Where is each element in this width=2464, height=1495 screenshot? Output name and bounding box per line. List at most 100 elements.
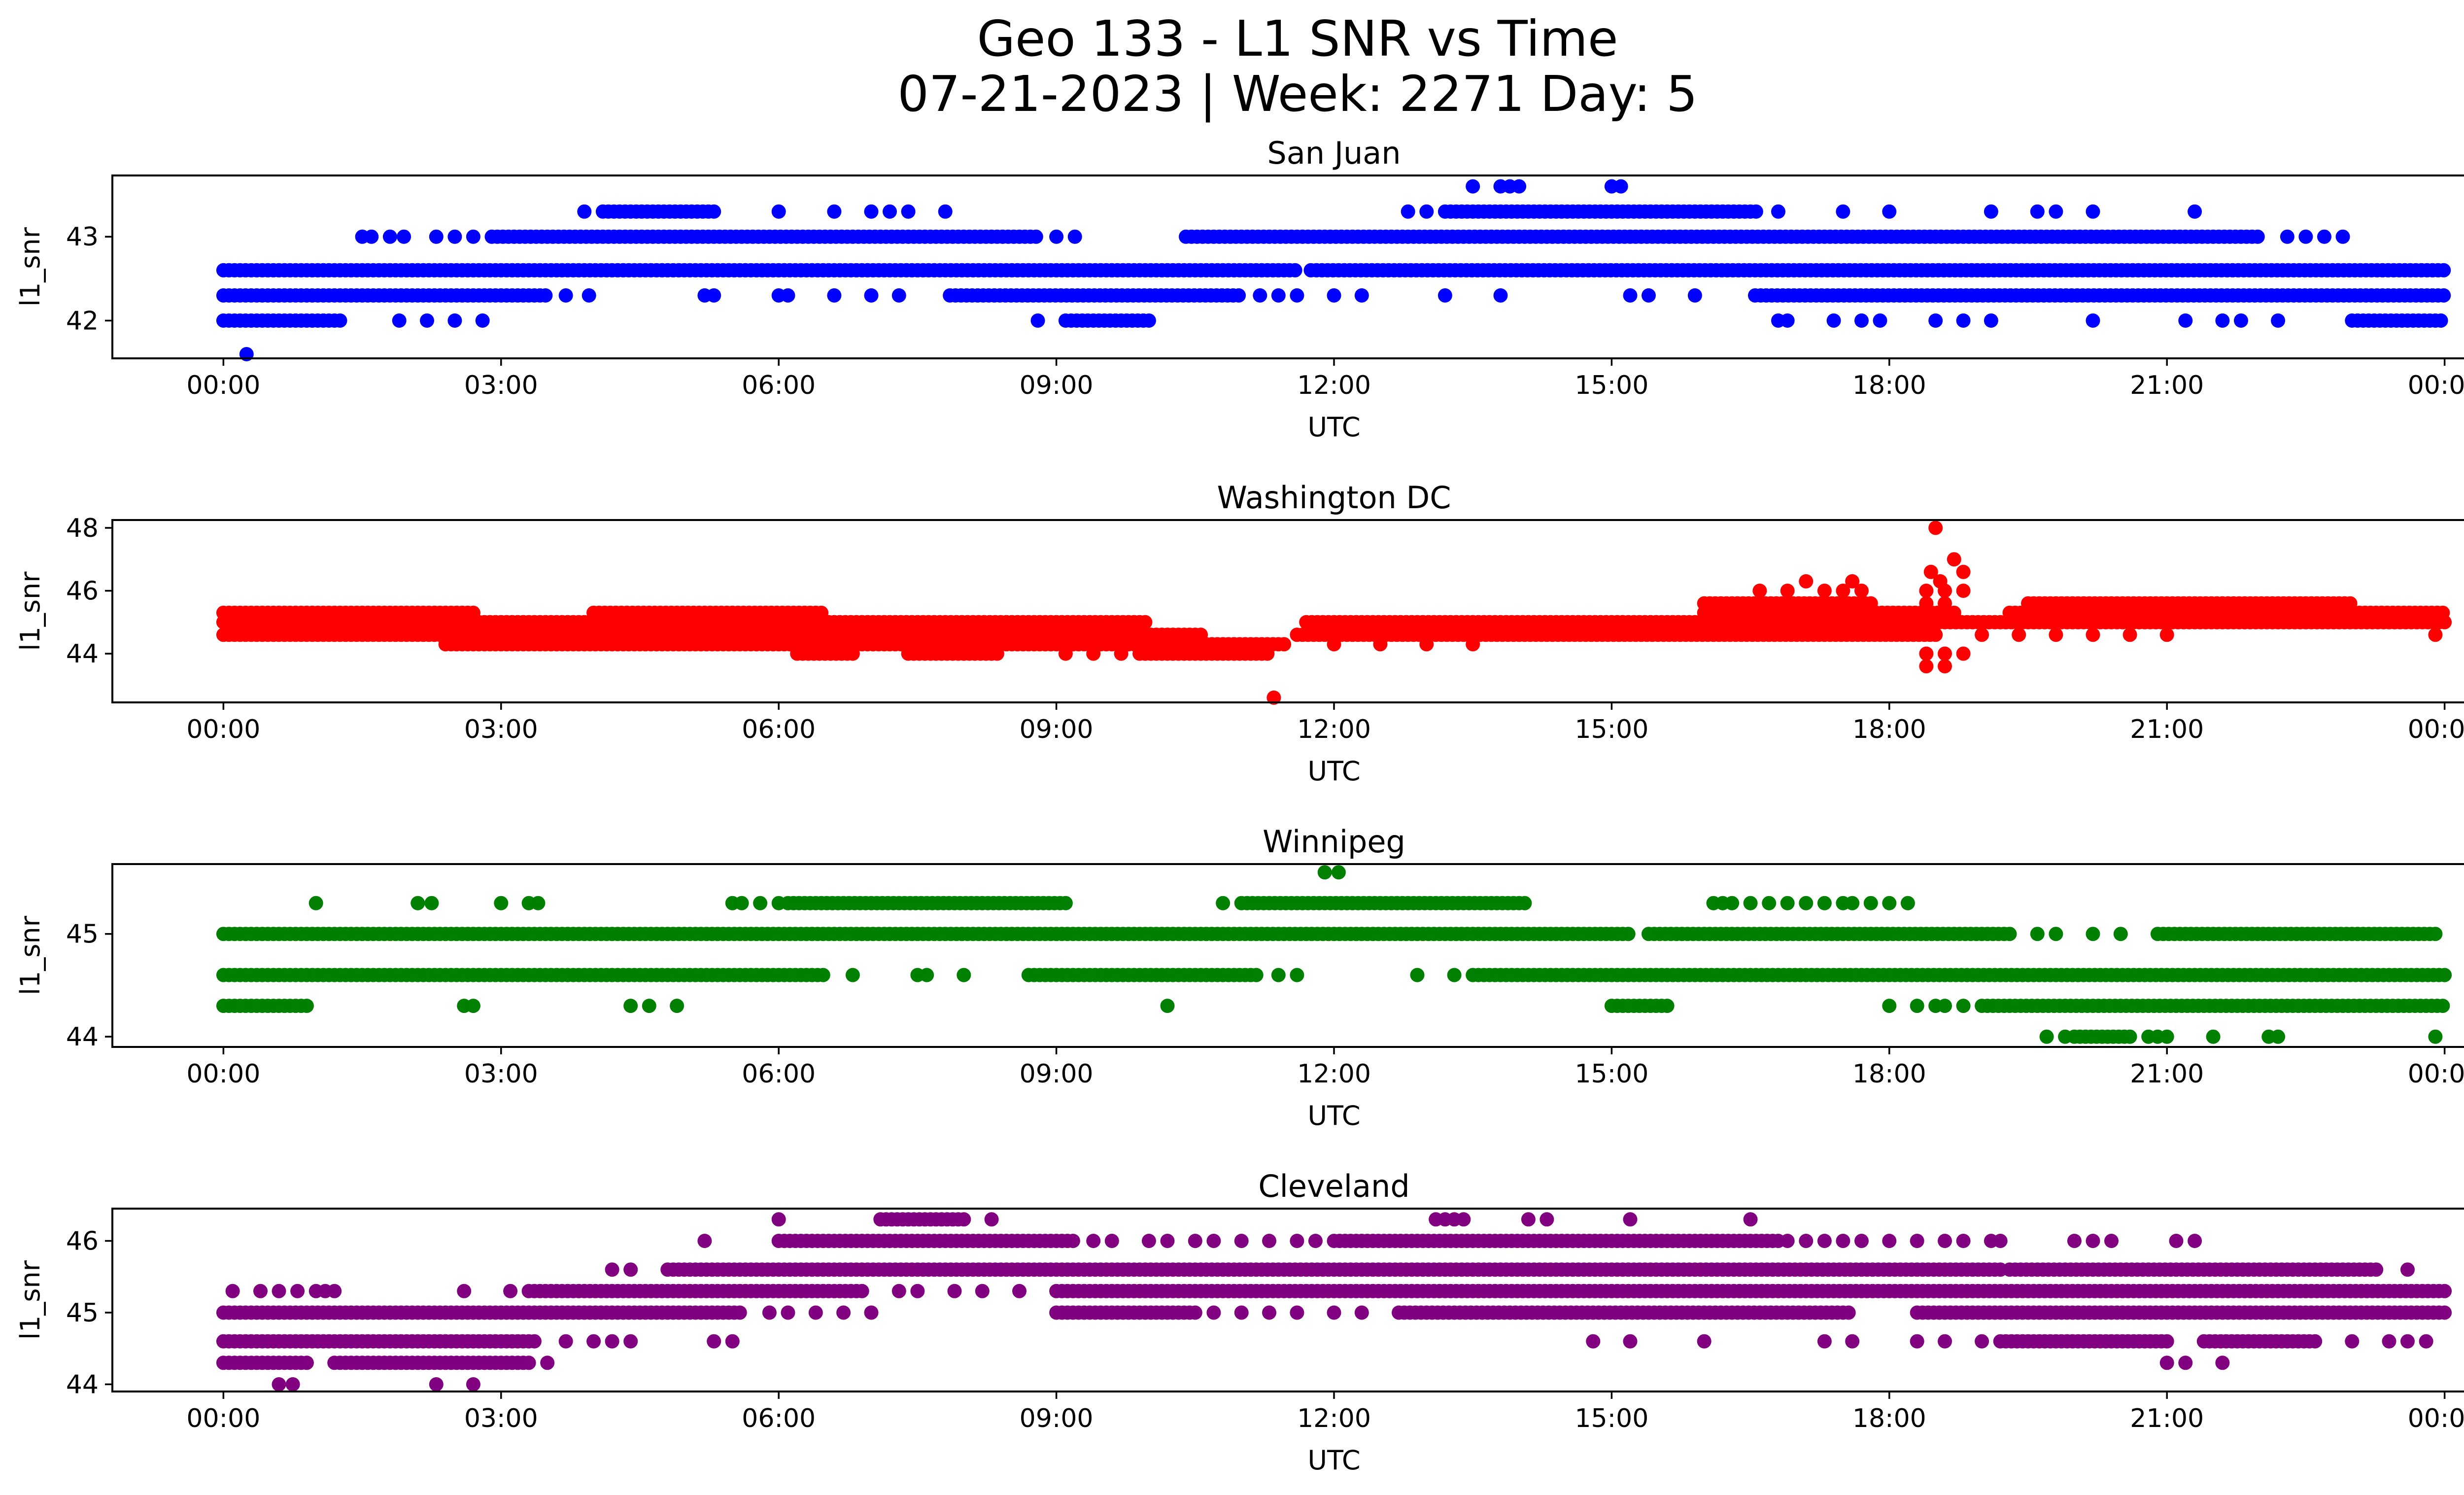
x-tick-label: 00:00 <box>186 371 260 400</box>
data-point <box>1923 564 1938 579</box>
data-point <box>2122 1029 2137 1044</box>
data-point <box>1938 1334 1952 1349</box>
data-point <box>1586 1334 1601 1349</box>
data-point <box>457 1284 472 1298</box>
data-point <box>2086 1234 2100 1248</box>
data-point <box>1956 646 1971 661</box>
series-washington-dc <box>216 521 2452 705</box>
data-point <box>2382 1334 2396 1349</box>
data-point <box>2335 229 2350 244</box>
x-tick-label: 12:00 <box>1297 371 1371 400</box>
subplot-title: San Juan <box>1267 135 1401 171</box>
data-point <box>1854 313 1869 328</box>
data-point <box>1799 574 1814 589</box>
data-point <box>327 1284 342 1298</box>
data-point <box>1826 313 1841 328</box>
data-point <box>1456 1212 1471 1227</box>
data-point <box>1938 1234 1952 1248</box>
data-point <box>1493 288 1508 303</box>
data-point <box>1266 690 1281 705</box>
data-point <box>1086 1234 1101 1248</box>
data-point <box>2012 627 2026 642</box>
data-point <box>845 968 860 982</box>
data-point <box>2039 1029 2054 1044</box>
data-point <box>1232 288 1246 303</box>
data-point <box>1975 1334 1989 1349</box>
data-point <box>429 1377 444 1391</box>
data-point <box>308 896 323 910</box>
x-tick-label: 15:00 <box>1574 715 1648 744</box>
data-point <box>1437 288 1452 303</box>
x-tick-label: 06:00 <box>742 1404 816 1433</box>
data-point <box>2002 927 2017 941</box>
y-tick-label: 46 <box>66 577 99 606</box>
data-point <box>1919 596 1934 611</box>
data-point <box>447 313 462 328</box>
data-point <box>1762 896 1777 910</box>
data-point <box>864 204 879 219</box>
data-point <box>827 288 842 303</box>
x-tick-label: 03:00 <box>464 1059 538 1089</box>
data-point <box>1993 1234 2008 1248</box>
data-point <box>1623 1334 1638 1349</box>
x-axis-label: UTC <box>1307 1445 1360 1476</box>
data-point <box>1410 968 1425 982</box>
y-axis-label: l1_snr <box>15 915 46 995</box>
data-point <box>836 1305 851 1320</box>
data-point <box>1049 229 1064 244</box>
data-point <box>397 229 411 244</box>
data-point <box>1956 564 1971 579</box>
data-point <box>1517 896 1532 910</box>
series-cleveland <box>216 1212 2452 1391</box>
data-point <box>984 1212 999 1227</box>
data-point <box>1863 596 1878 611</box>
data-point <box>494 896 509 910</box>
data-point <box>910 1284 925 1298</box>
data-point <box>1540 1212 1554 1227</box>
data-point <box>2049 627 2063 642</box>
data-point <box>1160 999 1175 1013</box>
data-point <box>2067 1234 2082 1248</box>
data-point <box>623 1262 638 1277</box>
data-point <box>1845 896 1860 910</box>
data-point <box>1780 584 1795 598</box>
data-point <box>1919 584 1934 598</box>
data-point <box>2317 229 2331 244</box>
data-point <box>623 999 638 1013</box>
y-tick-label: 43 <box>66 222 99 252</box>
data-point <box>1919 646 1934 661</box>
data-point <box>1327 1305 1341 1320</box>
data-point <box>1401 204 1415 219</box>
y-tick-label: 44 <box>66 1022 99 1052</box>
data-point <box>2159 1356 2174 1370</box>
data-point <box>1836 1234 1850 1248</box>
data-point <box>2206 1029 2221 1044</box>
data-point <box>1104 1234 1119 1248</box>
data-point <box>466 229 480 244</box>
data-point <box>1160 1234 1175 1248</box>
data-point <box>816 968 830 982</box>
x-tick-label: 00:00 <box>186 1404 260 1433</box>
x-tick-label: 15:00 <box>1574 1404 1648 1433</box>
y-tick-label: 48 <box>66 514 99 543</box>
data-point <box>2086 627 2100 642</box>
data-point <box>1216 896 1231 910</box>
x-axis-label: UTC <box>1307 756 1360 787</box>
data-point <box>1188 1234 1202 1248</box>
data-point <box>1938 659 1952 674</box>
data-point <box>1928 521 1943 535</box>
data-point <box>1058 896 1073 910</box>
data-point <box>1697 1334 1711 1349</box>
data-point <box>771 1212 786 1227</box>
data-point <box>2428 927 2443 941</box>
data-point <box>1030 313 1045 328</box>
data-point <box>771 896 786 910</box>
data-point <box>2178 1356 2193 1370</box>
data-point <box>285 1377 300 1391</box>
data-point <box>1327 288 1341 303</box>
y-tick-label: 46 <box>66 1226 99 1256</box>
data-point <box>2169 1234 2184 1248</box>
data-point <box>2113 927 2128 941</box>
